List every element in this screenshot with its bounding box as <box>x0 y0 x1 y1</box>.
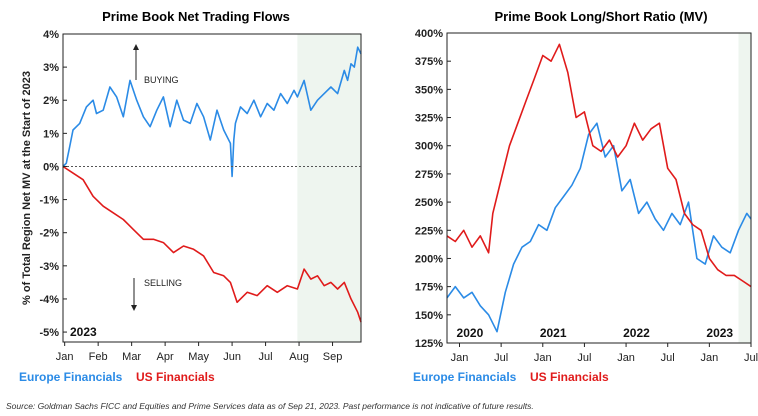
right-y-tick-label: 375% <box>415 56 443 68</box>
left-y-tick-label: 1% <box>43 128 59 140</box>
right-y-tick-label: 250% <box>415 197 443 209</box>
right-legend-us: US Financials <box>530 370 609 384</box>
right-y-tick-label: 350% <box>415 84 443 96</box>
right-year-label: 2023 <box>706 326 733 340</box>
left-y-tick-label: 4% <box>43 29 59 41</box>
left-y-tick-label: -2% <box>39 228 59 240</box>
left-legend-europe: Europe Financials <box>19 370 123 384</box>
right-x-tick-label: Jul <box>494 352 508 364</box>
right-y-tick-label: 225% <box>415 225 443 237</box>
left-y-tick-label: 0% <box>43 161 59 173</box>
right-chart: Prime Book Long/Short Ratio (MV) 400% 375… <box>413 9 758 384</box>
left-y-tick-label: -4% <box>39 294 59 306</box>
right-chart-title: Prime Book Long/Short Ratio (MV) <box>494 9 707 24</box>
selling-label: SELLING <box>144 278 182 288</box>
right-year-label: 2022 <box>623 326 650 340</box>
left-x-tick-label: Aug <box>289 351 309 363</box>
left-chart: Prime Book Net Trading Flows 4% 3% 2% 1% 0% -… <box>19 9 362 384</box>
left-plot-frame <box>62 33 362 343</box>
right-year-label: 2020 <box>457 326 484 340</box>
left-series-europe-line <box>62 46 362 178</box>
left-x-tick-label: Mar <box>122 351 141 363</box>
buying-arrowhead-icon <box>133 44 139 50</box>
right-x-tick-label: Jan <box>700 352 718 364</box>
right-y-tick-label: 275% <box>415 169 443 181</box>
left-legend-us: US Financials <box>136 370 215 384</box>
right-y-tick-label: 300% <box>415 141 443 153</box>
left-year-label: 2023 <box>70 325 97 339</box>
buying-label: BUYING <box>144 75 179 85</box>
right-x-tick-label: Jan <box>617 352 635 364</box>
right-x-tick-label: Jan <box>534 352 552 364</box>
left-y-tick-label: -5% <box>39 327 59 339</box>
right-y-tick-label: 400% <box>415 28 443 40</box>
right-y-tick-label: 175% <box>415 282 443 294</box>
left-x-tick-label: Feb <box>89 351 108 363</box>
left-x-tick-label: Jan <box>56 351 74 363</box>
left-x-tick-label: May <box>188 351 209 363</box>
left-chart-title: Prime Book Net Trading Flows <box>102 9 290 24</box>
left-y-tick-label: 2% <box>43 95 59 107</box>
right-x-tick-label: Jul <box>661 352 675 364</box>
left-series-us-line <box>62 165 362 323</box>
right-y-tick-label: 125% <box>415 338 443 350</box>
selling-arrowhead-icon <box>131 305 137 311</box>
left-shaded-region <box>297 34 361 342</box>
left-y-tick-label: 3% <box>43 62 59 74</box>
left-x-tick-label: Sep <box>323 351 343 363</box>
right-series-europe-line <box>446 122 752 333</box>
left-x-tick-label: Jun <box>223 351 241 363</box>
left-y-axis-label: % of Total Region Net MV at the Start of… <box>21 71 33 305</box>
right-y-tick-label: 150% <box>415 310 443 322</box>
left-x-tick-label: Jul <box>259 351 273 363</box>
right-legend-europe: Europe Financials <box>413 370 517 384</box>
right-x-tick-label: Jul <box>577 352 591 364</box>
right-series-us-line <box>446 43 752 288</box>
left-y-tick-label: -3% <box>39 261 59 273</box>
right-x-tick-label: Jan <box>451 352 469 364</box>
source-note: Source: Goldman Sachs FICC and Equities … <box>6 401 534 411</box>
right-x-tick-label: Jul <box>744 352 758 364</box>
right-shaded-region <box>738 33 751 343</box>
right-y-tick-label: 325% <box>415 113 443 125</box>
left-x-tick-label: Apr <box>157 351 174 363</box>
right-year-label: 2021 <box>540 326 567 340</box>
right-plot-frame <box>446 32 752 344</box>
left-y-tick-label: -1% <box>39 195 59 207</box>
right-y-tick-label: 200% <box>415 253 443 265</box>
